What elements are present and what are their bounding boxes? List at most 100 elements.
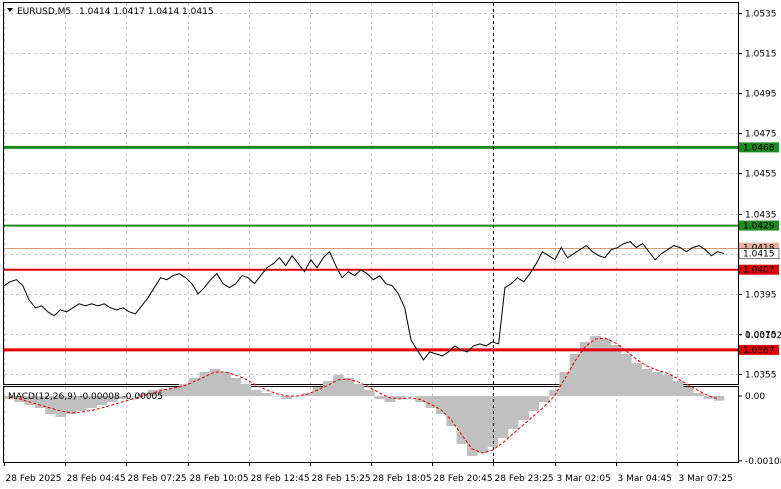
- macd-bar: [148, 390, 159, 396]
- macd-bar: [508, 396, 519, 429]
- ohlc-readout: 1.0414 1.0417 1.0414 1.0415: [79, 7, 214, 17]
- price-pane-frame: [3, 2, 739, 385]
- macd-bar: [96, 396, 108, 405]
- macd-tick-label: 0.00: [745, 392, 765, 402]
- time-tick-label: 28 Feb 04:45: [67, 474, 126, 484]
- price-tick-label: 1.0495: [745, 90, 777, 100]
- macd-bar: [168, 387, 180, 396]
- bid-tag: [738, 248, 780, 259]
- price-tag: [739, 242, 779, 253]
- macd-bar: [374, 396, 385, 399]
- macd-bar: [209, 369, 221, 396]
- price-tick-label: 1.0455: [745, 170, 777, 180]
- grid-lines: [4, 3, 738, 462]
- macd-bar: [333, 375, 344, 396]
- macd-bar: [137, 393, 149, 396]
- macd-signal-line: [9, 337, 720, 454]
- macd-bar: [45, 396, 56, 414]
- macd-bar: [55, 396, 66, 417]
- macd-bar: [281, 396, 293, 399]
- macd-bar: [559, 372, 570, 396]
- macd-bar: [538, 396, 550, 402]
- price-tick-label: 1.0355: [745, 371, 777, 381]
- time-tick-label: 28 Feb 10:05: [190, 474, 249, 484]
- macd-bar: [693, 393, 704, 396]
- macd-bar: [621, 354, 632, 396]
- price-tag: [739, 264, 779, 275]
- macd-bar: [456, 396, 468, 444]
- macd-bar: [158, 388, 169, 396]
- macd-bar: [580, 342, 591, 396]
- price-series-line: [3, 241, 725, 361]
- level-lines[interactable]: [4, 145, 738, 352]
- bid-tag-label: 1.0415: [743, 250, 775, 260]
- macd-tick-label: 0.00102: [745, 331, 781, 341]
- price-tick-label: 1.0395: [745, 291, 777, 301]
- time-tick-label: 28 Feb 23:25: [495, 474, 554, 484]
- macd-bar: [662, 375, 673, 396]
- macd-bar: [261, 393, 272, 396]
- macd-bar: [405, 396, 416, 397]
- macd-bar: [117, 396, 128, 399]
- macd-bar: [487, 396, 498, 447]
- time-tick-label: 28 Feb 18:05: [373, 474, 432, 484]
- time-tick-label: 28 Feb 15:25: [312, 474, 371, 484]
- macd-bar: [86, 396, 97, 408]
- symbol-label: EURUSD,M5: [17, 7, 71, 17]
- macd-bar: [271, 396, 282, 397]
- macd-bar: [312, 387, 324, 396]
- time-axis[interactable]: 28 Feb 2025 28 Feb 04:45 28 Feb 07:25 28 Fe…: [4, 462, 733, 484]
- macd-bar: [436, 396, 447, 414]
- macd-bar: [353, 384, 365, 396]
- price-tag: [739, 344, 779, 355]
- macd-bar: [682, 387, 694, 396]
- macd-bar: [76, 396, 87, 411]
- macd-bar: [600, 339, 612, 396]
- macd-bar: [34, 396, 46, 408]
- macd-bar: [497, 396, 509, 438]
- time-tick-label: 28 Feb 2025: [6, 474, 62, 484]
- price-tag: [739, 220, 779, 231]
- macd-bar: [106, 396, 118, 402]
- price-tick-label: 1.0535: [745, 10, 777, 20]
- price-tag-label: 1.0407: [743, 266, 775, 276]
- macd-bar: [549, 390, 560, 396]
- macd-bar: [631, 363, 642, 396]
- price-tag-label: 1.0468: [743, 143, 775, 153]
- price-tag: [739, 142, 779, 153]
- macd-bar: [322, 381, 334, 396]
- price-axis[interactable]: 1.05351.05151.04951.04751.04551.04351.04…: [738, 10, 780, 381]
- macd-tick-label: -0.00108: [745, 457, 781, 467]
- macd-bar: [24, 396, 36, 405]
- price-tag-label: 1.0429: [743, 222, 775, 232]
- time-tick-label: 28 Feb 07:25: [128, 474, 187, 484]
- macd-bar: [250, 390, 262, 396]
- macd-bar: [590, 336, 601, 396]
- time-tick-label: 3 Mar 07:25: [679, 474, 733, 484]
- macd-bar: [230, 378, 241, 396]
- time-tick-label: 28 Feb 12:45: [251, 474, 310, 484]
- macd-bar: [713, 396, 725, 401]
- macd-bar: [446, 396, 457, 426]
- macd-bar: [240, 384, 252, 396]
- macd-bar: [528, 396, 540, 411]
- macd-axis: 0.00102 0.00 -0.00108: [738, 331, 781, 467]
- macd-bar: [425, 396, 437, 408]
- macd-bar: [343, 378, 354, 396]
- macd-indicator: [4, 336, 725, 456]
- time-tick-label: 28 Feb 20:45: [434, 474, 493, 484]
- macd-bar: [652, 372, 663, 396]
- macd-bar: [65, 396, 77, 414]
- macd-bar: [394, 396, 406, 399]
- macd-bar: [641, 369, 653, 396]
- macd-bar: [415, 396, 426, 402]
- macd-bar: [466, 396, 478, 456]
- price-tick-label: 1.0435: [745, 211, 777, 221]
- macd-bar: [610, 345, 622, 396]
- price-tick-label: 1.0375: [745, 331, 777, 341]
- macd-bar: [220, 372, 231, 396]
- price-tick-label: 1.0475: [745, 130, 777, 140]
- triangle-down-icon[interactable]: [7, 8, 13, 12]
- macd-bar: [518, 396, 529, 420]
